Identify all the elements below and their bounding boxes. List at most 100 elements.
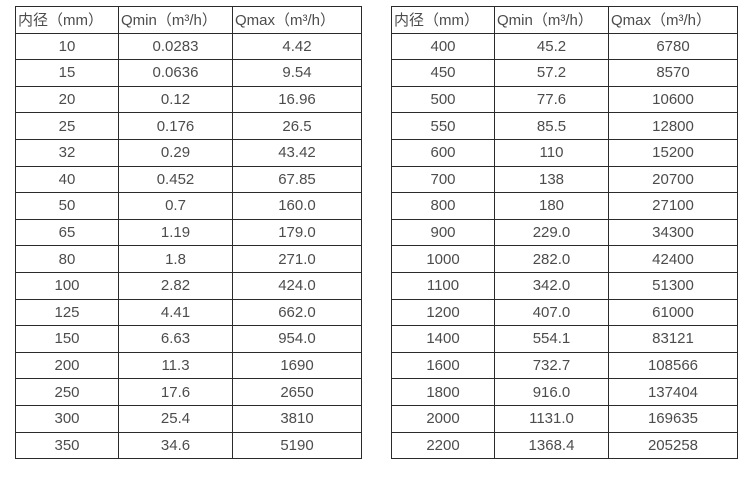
table-row: 25 0.176 26.5 (15, 112, 362, 140)
table-cell: 32 (15, 138, 119, 167)
flow-table-large-diameters: 内径（mm） Qmin（m³/h） Qmax（m³/h） 400 45.2 6780 45… (391, 6, 738, 460)
table-cell: 11.3 (118, 351, 233, 380)
table-cell: 20 (15, 85, 119, 114)
table-cell: 51300 (608, 271, 738, 300)
table-cell: 40 (15, 165, 119, 194)
table-cell: 50 (15, 192, 119, 220)
table-cell: 138 (494, 165, 609, 194)
table-cell: 150 (15, 325, 119, 353)
table-cell: 0.176 (118, 112, 233, 140)
table-cell: 600 (391, 138, 495, 167)
column-header: Qmax（m³/h） (232, 6, 362, 34)
column-header: Qmax（m³/h） (608, 6, 738, 34)
table-row: 100 2.82 424.0 (15, 271, 362, 300)
table-cell: 900 (391, 218, 495, 247)
table-row: 125 4.41 662.0 (15, 298, 362, 327)
table-row: 550 85.5 12800 (391, 112, 738, 140)
table-cell: 1600 (391, 351, 495, 380)
table-cell: 205258 (608, 431, 738, 460)
table-row: 20 0.12 16.96 (15, 85, 362, 114)
table-row: 32 0.29 43.42 (15, 138, 362, 167)
table-row: 900 229.0 34300 (391, 218, 738, 247)
table-cell: 0.0283 (118, 32, 233, 61)
table-cell: 16.96 (232, 85, 362, 114)
table-row: 50 0.7 160.0 (15, 192, 362, 220)
table-cell: 20700 (608, 165, 738, 194)
table-row: 1200 407.0 61000 (391, 298, 738, 327)
table-cell: 10600 (608, 85, 738, 114)
table-cell: 15 (15, 59, 119, 87)
table-row: 15 0.0636 9.54 (15, 59, 362, 87)
table-cell: 800 (391, 192, 495, 220)
table-cell: 550 (391, 112, 495, 140)
table-cell: 15200 (608, 138, 738, 167)
table-cell: 5190 (232, 431, 362, 460)
header-row: 内径（mm） Qmin（m³/h） Qmax（m³/h） (15, 6, 362, 34)
table-cell: 179.0 (232, 218, 362, 247)
table-row: 1000 282.0 42400 (391, 245, 738, 273)
table-cell: 43.42 (232, 138, 362, 167)
flow-table-small-diameters: 内径（mm） Qmin（m³/h） Qmax（m³/h） 10 0.0283 4.42 1… (15, 6, 362, 460)
table-cell: 85.5 (494, 112, 609, 140)
table-cell: 0.29 (118, 138, 233, 167)
table-row: 10 0.0283 4.42 (15, 32, 362, 61)
table-row: 1800 916.0 137404 (391, 378, 738, 406)
table-cell: 8570 (608, 59, 738, 87)
table-cell: 916.0 (494, 378, 609, 406)
table-cell: 26.5 (232, 112, 362, 140)
table-cell: 9.54 (232, 59, 362, 87)
table-cell: 954.0 (232, 325, 362, 353)
table-cell: 2650 (232, 378, 362, 406)
table-cell: 1131.0 (494, 404, 609, 433)
table-row: 2200 1368.4 205258 (391, 431, 738, 460)
table-cell: 25.4 (118, 404, 233, 433)
table-cell: 200 (15, 351, 119, 380)
table-cell: 160.0 (232, 192, 362, 220)
table-row: 400 45.2 6780 (391, 32, 738, 61)
table-cell: 6780 (608, 32, 738, 61)
table-cell: 100 (15, 271, 119, 300)
table-cell: 83121 (608, 325, 738, 353)
table-cell: 125 (15, 298, 119, 327)
table-cell: 732.7 (494, 351, 609, 380)
table-cell: 45.2 (494, 32, 609, 61)
table-cell: 42400 (608, 245, 738, 273)
table-cell: 424.0 (232, 271, 362, 300)
table-cell: 300 (15, 404, 119, 433)
table-cell: 700 (391, 165, 495, 194)
table-cell: 1.19 (118, 218, 233, 247)
table-cell: 1690 (232, 351, 362, 380)
table-cell: 0.12 (118, 85, 233, 114)
table-row: 200 11.3 1690 (15, 351, 362, 380)
table-cell: 4.41 (118, 298, 233, 327)
table-cell: 110 (494, 138, 609, 167)
flow-rate-tables: 内径（mm） Qmin（m³/h） Qmax（m³/h） 10 0.0283 4.42 1… (15, 6, 738, 460)
table-cell: 1000 (391, 245, 495, 273)
table-row: 80 1.8 271.0 (15, 245, 362, 273)
table-cell: 500 (391, 85, 495, 114)
table-cell: 169635 (608, 404, 738, 433)
table-row: 500 77.6 10600 (391, 85, 738, 114)
table-row: 250 17.6 2650 (15, 378, 362, 406)
table-cell: 17.6 (118, 378, 233, 406)
table-row: 700 138 20700 (391, 165, 738, 194)
table-row: 600 110 15200 (391, 138, 738, 167)
table-cell: 108566 (608, 351, 738, 380)
table-cell: 342.0 (494, 271, 609, 300)
table-cell: 57.2 (494, 59, 609, 87)
table-row: 65 1.19 179.0 (15, 218, 362, 247)
table-row: 800 180 27100 (391, 192, 738, 220)
table-cell: 282.0 (494, 245, 609, 273)
table-row: 2000 1131.0 169635 (391, 404, 738, 433)
table-cell: 2.82 (118, 271, 233, 300)
table-cell: 34.6 (118, 431, 233, 460)
header-row: 内径（mm） Qmin（m³/h） Qmax（m³/h） (391, 6, 738, 34)
table-cell: 3810 (232, 404, 362, 433)
table-cell: 0.0636 (118, 59, 233, 87)
table-cell: 1368.4 (494, 431, 609, 460)
table-cell: 662.0 (232, 298, 362, 327)
column-header: 内径（mm） (15, 6, 119, 34)
table-cell: 61000 (608, 298, 738, 327)
table-cell: 554.1 (494, 325, 609, 353)
table-cell: 350 (15, 431, 119, 460)
